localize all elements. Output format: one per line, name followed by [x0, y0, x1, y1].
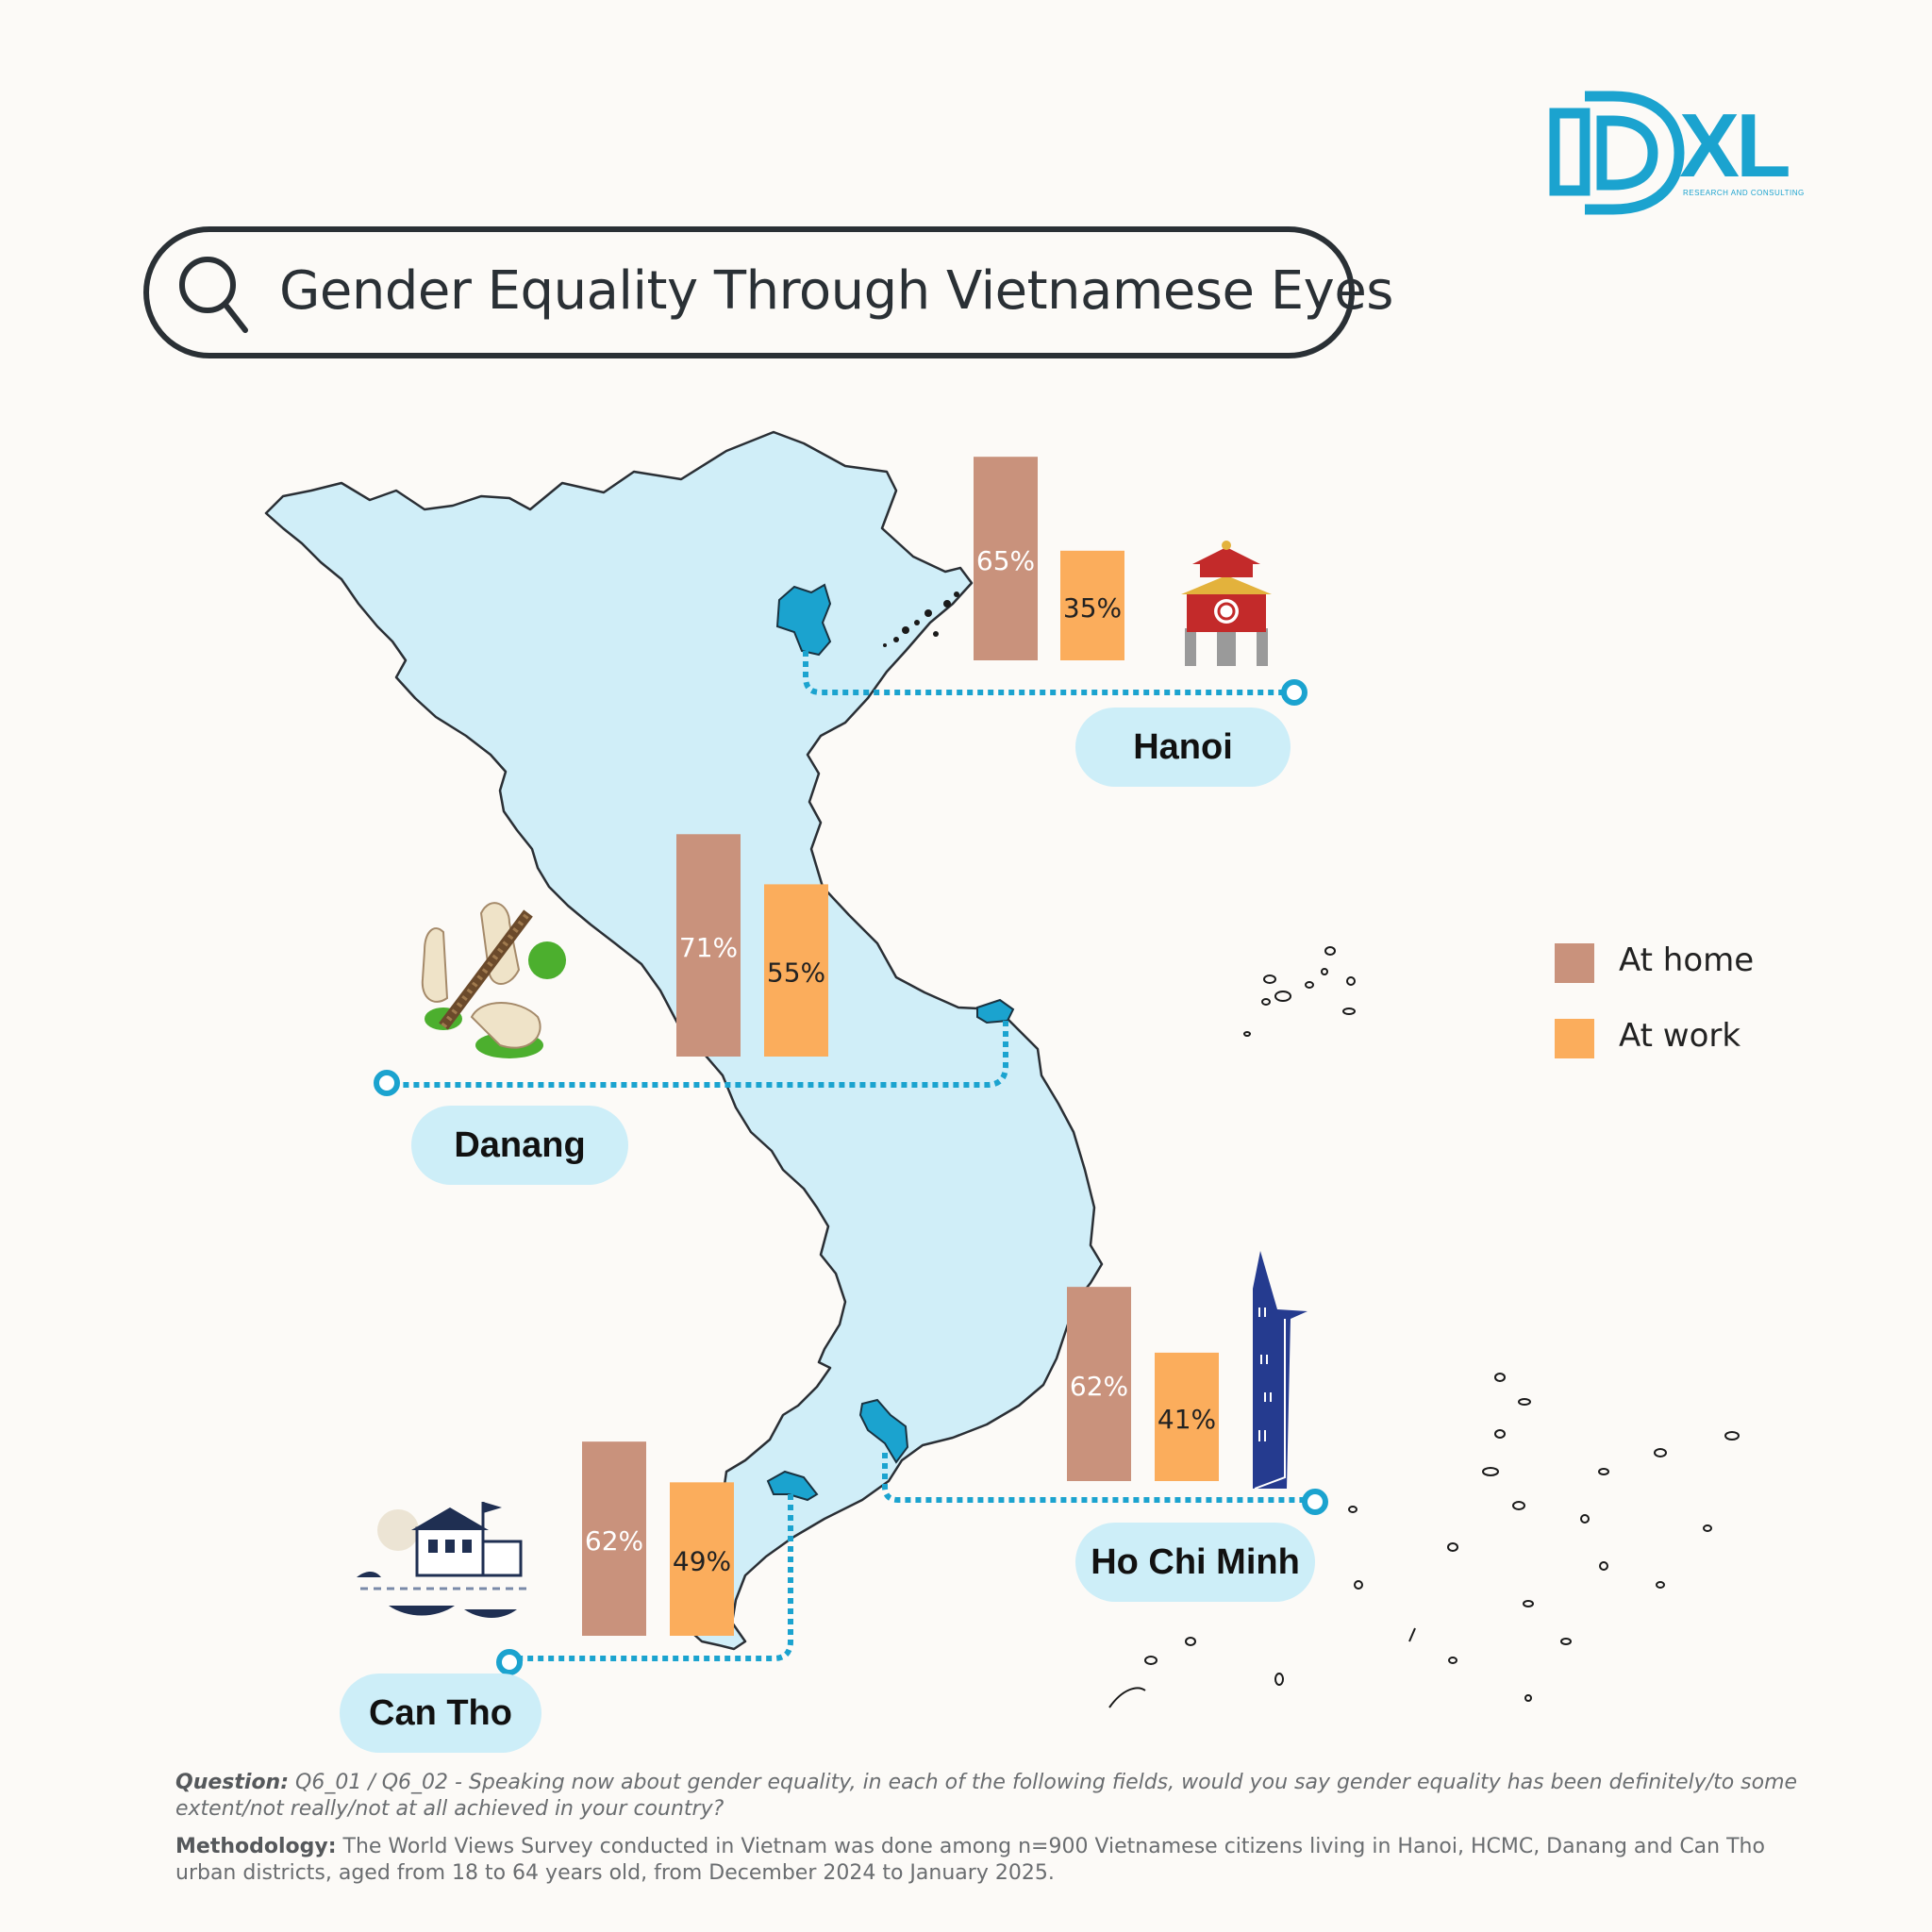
connector-ho-chi-minh	[882, 1453, 1315, 1503]
bar-danang-at-work	[764, 884, 828, 1057]
paracel-islands	[1243, 946, 1356, 1037]
methodology-text: The World Views Survey conducted in Viet…	[175, 1835, 1765, 1885]
floating-market-icon	[357, 1502, 530, 1618]
question-label: Question:	[175, 1771, 290, 1794]
marker-hanoi	[1281, 679, 1307, 706]
logo-text: XL	[1679, 95, 1791, 196]
question-text: Q6_01 / Q6_02 - Speaking now about gende…	[175, 1771, 1798, 1821]
hcm-region	[858, 1398, 909, 1464]
connector-danang	[389, 1021, 1008, 1088]
bar-danang-at-home	[676, 834, 741, 1057]
bar-hanoi-at-home	[974, 457, 1038, 660]
footer-methodology: Methodology: The World Views Survey cond…	[175, 1834, 1798, 1887]
legend-swatch-at-work	[1555, 1019, 1594, 1058]
bar-label-danang-at-home: 71%	[679, 932, 738, 963]
hanoi-region	[775, 583, 832, 657]
bar-can-tho-at-work	[670, 1482, 734, 1636]
bar-label-danang-at-work: 55%	[767, 958, 825, 989]
legend-label-at-home: At home	[1619, 941, 1755, 979]
bitexco-tower-icon	[1253, 1251, 1307, 1489]
marker-danang	[374, 1070, 400, 1096]
bar-label-hanoi-at-work: 35%	[1063, 592, 1122, 624]
bar-label-can-tho-at-work: 49%	[673, 1546, 731, 1577]
search-icon	[179, 257, 248, 333]
bar-ho-chi-minh-at-home	[1067, 1287, 1131, 1481]
city-label-hanoi: Hanoi	[1075, 708, 1291, 787]
bar-ho-chi-minh-at-work	[1155, 1352, 1219, 1481]
temple-icon	[1181, 541, 1272, 666]
coast-islands	[883, 591, 959, 647]
city-connectors	[374, 651, 1328, 1675]
legend-swatch-at-home	[1555, 943, 1594, 983]
bar-can-tho-at-home	[582, 1441, 646, 1636]
spratly-islands	[1108, 1373, 1740, 1708]
bar-marks	[582, 457, 1219, 1636]
methodology-label: Methodology:	[175, 1835, 337, 1858]
bar-label-can-tho-at-home: 62%	[585, 1525, 643, 1557]
bar-label-hanoi-at-home: 65%	[976, 545, 1035, 576]
footer-question: Question: Q6_01 / Q6_02 - Speaking now a…	[175, 1770, 1798, 1823]
marker-ho-chi-minh	[1302, 1489, 1328, 1515]
bar-hanoi-at-work	[1060, 550, 1124, 660]
connector-can-tho	[509, 1494, 793, 1661]
page-title: Gender Equality Through Vietnamese Eyes	[279, 260, 1393, 322]
city-label-danang: Danang	[411, 1106, 628, 1185]
golden-bridge-hands-icon	[421, 902, 566, 1058]
marker-can-tho	[496, 1649, 523, 1675]
city-label-ho-chi-minh: Ho Chi Minh	[1075, 1523, 1315, 1602]
bar-value-labels: 65% 35% 71% 55% 62% 41% 62% 49%	[585, 545, 1216, 1577]
search-bar	[143, 226, 1355, 358]
logo-subtitle: RESEARCH AND CONSULTING	[1683, 189, 1805, 197]
cantho-region	[766, 1470, 819, 1502]
legend-label-at-work: At work	[1619, 1017, 1741, 1055]
dxl-logo	[1549, 91, 1685, 215]
bar-label-ho-chi-minh-at-work: 41%	[1158, 1404, 1216, 1435]
bar-label-ho-chi-minh-at-home: 62%	[1070, 1371, 1128, 1402]
city-label-can-tho: Can Tho	[340, 1674, 541, 1753]
